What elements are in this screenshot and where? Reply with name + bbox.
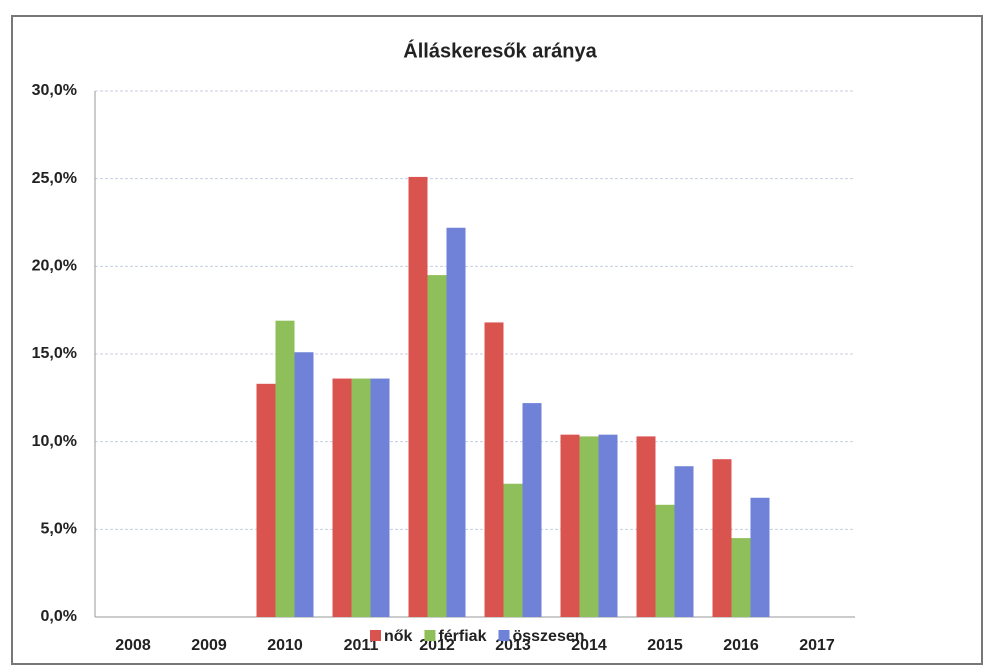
y-tick-label: 5,0% — [41, 521, 77, 538]
bar — [674, 466, 694, 617]
y-tick-label: 30,0% — [32, 82, 77, 99]
legend-label: férfiak — [438, 628, 486, 645]
bar — [560, 434, 580, 617]
x-tick-label: 2012 — [419, 637, 455, 654]
bar — [484, 322, 504, 617]
legend-swatch — [424, 630, 436, 641]
x-tick-label: 2008 — [115, 637, 151, 654]
bar — [503, 483, 523, 617]
x-tick-label: 2016 — [723, 637, 759, 654]
bar — [427, 275, 447, 617]
y-tick-label: 0,0% — [41, 608, 77, 625]
bar — [579, 436, 599, 617]
chart-title: Álláskeresők aránya — [403, 39, 597, 62]
bar — [636, 436, 656, 617]
y-tick-label: 15,0% — [32, 345, 77, 362]
legend-label: összesen — [512, 628, 584, 645]
bar — [294, 352, 314, 617]
x-tick-label: 2013 — [495, 637, 531, 654]
bar — [655, 504, 675, 617]
x-tick-label: 2017 — [799, 637, 835, 654]
legend-swatch — [370, 630, 381, 641]
bar — [351, 378, 371, 617]
bar — [522, 403, 542, 617]
bar — [750, 497, 770, 617]
legend-label: nők — [384, 628, 413, 645]
legend-swatch — [498, 630, 510, 641]
x-tick-label: 2015 — [647, 637, 683, 654]
bar — [275, 320, 295, 617]
bar — [332, 378, 352, 617]
bar — [712, 459, 732, 617]
x-tick-label: 2010 — [267, 637, 303, 654]
bar — [598, 434, 618, 617]
y-tick-label: 20,0% — [32, 258, 77, 275]
x-tick-label: 2011 — [344, 637, 379, 654]
bar — [256, 383, 276, 617]
y-tick-label: 10,0% — [32, 433, 77, 450]
bar — [370, 378, 390, 617]
y-tick-label: 25,0% — [32, 170, 77, 187]
bar — [408, 176, 428, 617]
bar — [446, 227, 466, 617]
bar — [731, 538, 751, 617]
x-tick-label: 2014 — [571, 637, 607, 654]
x-tick-label: 2009 — [191, 637, 227, 654]
